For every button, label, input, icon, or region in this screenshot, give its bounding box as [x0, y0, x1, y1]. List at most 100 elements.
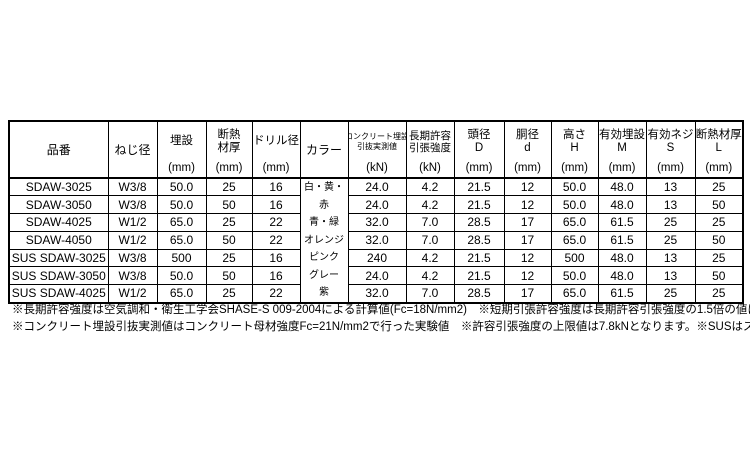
- cell-eff-thread: 13: [645, 177, 696, 197]
- col-label: 材厚: [217, 141, 241, 154]
- cell-embed: 65.0: [156, 213, 207, 232]
- cell-head-dia: 21.5: [453, 195, 505, 215]
- cell-part-no: SDAW-4050: [8, 230, 109, 250]
- col-header-head-dia: 頭径 D (mm): [453, 120, 505, 179]
- cell-height: 65.0: [550, 284, 599, 303]
- col-symbol: H: [570, 141, 579, 154]
- cell-part-no: SDAW-3050: [8, 195, 109, 215]
- col-symbol: M: [617, 141, 627, 154]
- cell-drill: 16: [251, 248, 301, 268]
- color-line: 紫: [319, 287, 329, 298]
- col-header-pullout-measured: コンクリート埋設 引抜実測値 (kN): [347, 120, 407, 179]
- cell-insul-l: 50: [694, 266, 744, 286]
- col-unit: (mm): [657, 162, 684, 174]
- col-unit: (kN): [419, 162, 441, 174]
- cell-screw-dia: W1/2: [107, 213, 158, 232]
- col-header-insul-thickness: 断熱 材厚 (mm): [205, 120, 253, 179]
- col-header-eff-thread: 有効ネジ S (mm): [645, 120, 696, 179]
- col-header-longterm-tensile: 長期許容 引張強度 (kN): [405, 120, 455, 179]
- cell-pullout: 32.0: [347, 284, 407, 303]
- cell-body-dia: 12: [503, 248, 552, 268]
- cell-pullout: 24.0: [347, 266, 407, 286]
- cell-drill: 16: [251, 177, 301, 197]
- cell-part-no: SUS SDAW-3050: [8, 266, 109, 286]
- color-line: グレー: [309, 269, 339, 281]
- col-unit: (mm): [705, 162, 733, 174]
- cell-insul: 25: [205, 248, 253, 268]
- col-header-color: カラー: [299, 120, 349, 179]
- table-row: SUS SDAW-3025 W3/8 500 25 16 240 4.2 21.…: [8, 248, 744, 268]
- color-line: 白・黄・赤: [304, 182, 344, 211]
- cell-screw-dia: W3/8: [107, 266, 158, 286]
- col-unit: (mm): [514, 162, 541, 174]
- cell-body-dia: 17: [503, 284, 552, 303]
- col-unit: (mm): [262, 162, 290, 174]
- col-label: コンクリート埋設: [348, 132, 406, 141]
- color-line: ピンク: [309, 252, 339, 263]
- col-label: 引抜実測値: [357, 141, 397, 151]
- col-label: 有効ネジ: [647, 128, 694, 141]
- cell-pullout: 32.0: [347, 213, 407, 232]
- col-unit: (mm): [561, 162, 588, 174]
- col-label: 断熱材厚: [695, 128, 742, 141]
- cell-pullout: 240: [347, 248, 407, 268]
- col-symbol: L: [715, 141, 722, 154]
- cell-insul-l: 25: [694, 177, 744, 197]
- cell-insul-l: 25: [694, 284, 744, 303]
- cell-drill: 22: [251, 284, 301, 303]
- col-label: 胴径: [516, 128, 539, 141]
- cell-head-dia: 21.5: [453, 248, 505, 268]
- cell-insul: 50: [205, 195, 253, 215]
- cell-embed: 500: [156, 248, 207, 268]
- col-header-embed: 埋設 (mm): [156, 120, 207, 179]
- col-header-height: 高さ H (mm): [550, 120, 599, 179]
- col-header-part-no: 品番: [8, 120, 109, 179]
- cell-body-dia: 12: [503, 266, 552, 286]
- cell-part-no: SDAW-4025: [8, 213, 109, 232]
- cell-embed: 50.0: [156, 266, 207, 286]
- table-row: SUS SDAW-4025 W1/2 65.0 25 22 32.0 7.0 2…: [8, 284, 744, 303]
- col-symbol: d: [524, 141, 531, 154]
- col-header-eff-embed: 有効埋設 M (mm): [597, 120, 647, 179]
- col-unit: (mm): [168, 162, 195, 174]
- col-unit: (mm): [465, 162, 493, 174]
- footnote-1: ※長期許容強度は空気調和・衛生工学会SHASE-S 009-2004による計算値…: [12, 304, 750, 316]
- col-label: カラー: [305, 143, 342, 157]
- cell-body-dia: 17: [503, 230, 552, 250]
- col-label: ドリル径: [253, 135, 299, 147]
- table-row: SDAW-3025 W3/8 50.0 25 16 白・黄・赤 青・緑 オレンジ…: [8, 177, 744, 303]
- col-label: 断熱: [217, 128, 241, 141]
- col-unit: (mm): [608, 162, 636, 174]
- cell-eff-embed: 48.0: [597, 248, 647, 268]
- table-header-row: 品番 ねじ径 埋設 (mm) 断熱 材厚: [8, 120, 744, 179]
- cell-embed: 65.0: [156, 230, 207, 250]
- cell-eff-thread: 13: [645, 266, 696, 286]
- color-line: オレンジ: [304, 234, 344, 246]
- cell-eff-thread: 25: [645, 284, 696, 303]
- cell-drill: 16: [251, 266, 301, 286]
- cell-insul: 25: [205, 177, 253, 197]
- cell-drill: 22: [251, 230, 301, 250]
- cell-eff-thread: 13: [645, 195, 696, 215]
- cell-embed: 50.0: [156, 177, 207, 197]
- table-row: SUS SDAW-3050 W3/8 50.0 50 16 24.0 4.2 2…: [8, 266, 744, 286]
- color-column-cell: 白・黄・赤 青・緑 オレンジ ピンク グレー 紫: [299, 177, 349, 303]
- col-label: 長期許容: [409, 129, 451, 142]
- cell-height: 65.0: [550, 213, 599, 232]
- col-label: 埋設: [170, 135, 193, 147]
- cell-head-dia: 21.5: [453, 177, 505, 197]
- cell-eff-embed: 61.5: [597, 284, 647, 303]
- cell-part-no: SUS SDAW-4025: [8, 284, 109, 303]
- cell-body-dia: 12: [503, 195, 552, 215]
- cell-embed: 65.0: [156, 284, 207, 303]
- footnote-2: ※コンクリート埋設引抜実測値はコンクリート母材強度Fc=21N/mm2で行った実…: [12, 321, 750, 333]
- cell-insul-l: 25: [694, 248, 744, 268]
- col-header-insul-l: 断熱材厚 L (mm): [694, 120, 744, 179]
- col-unit: (kN): [366, 162, 388, 174]
- cell-eff-thread: 25: [645, 230, 696, 250]
- cell-pullout: 24.0: [347, 195, 407, 215]
- cell-longterm: 4.2: [405, 266, 455, 286]
- cell-insul: 50: [205, 266, 253, 286]
- col-unit: (mm): [215, 162, 243, 174]
- cell-body-dia: 12: [503, 177, 552, 197]
